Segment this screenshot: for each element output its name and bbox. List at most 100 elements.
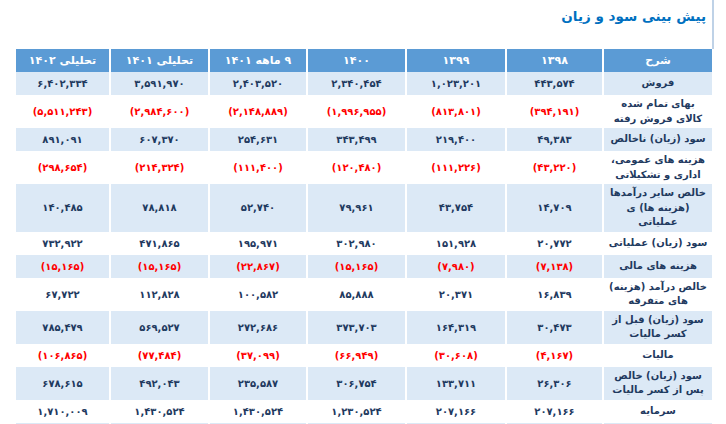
cell-value: (۱۰۶,۸۶۵) bbox=[15, 344, 110, 367]
cell-value: ۴۹,۳۸۳ bbox=[506, 128, 603, 151]
cell-value: ۸۹۱,۰۹۱ bbox=[15, 128, 110, 151]
row-label: فروش bbox=[603, 72, 713, 95]
cell-value: ۶۰۷,۳۷۰ bbox=[110, 128, 209, 151]
row-label: سود (زیان) ناخالص bbox=[603, 128, 713, 151]
cell-value: ۱۱۲,۸۲۸ bbox=[110, 278, 209, 311]
cell-value: ۷۳۲,۹۲۲ bbox=[15, 232, 110, 255]
col-header-9month-1401: ۹ ماهه ۱۴۰۱ bbox=[209, 49, 307, 72]
cell-value: ۱,۰۲۳,۲۰۱ bbox=[406, 72, 506, 95]
table-row: خالص درآمد (هزینه) های متفرقه۱۶,۸۳۹۲۰,۳۷… bbox=[15, 278, 713, 311]
cell-value: (۷,۱۳۸) bbox=[506, 255, 603, 278]
cell-value: ۲۳۵,۵۸۷ bbox=[209, 367, 307, 400]
page-title: پیش بینی سود و زیان bbox=[561, 8, 706, 24]
cell-value: (۱۵,۱۶۵) bbox=[307, 255, 406, 278]
cell-value: ۲۰,۳۷۱ bbox=[406, 278, 506, 311]
cell-value: (۲۹۸,۶۵۴) bbox=[15, 151, 110, 184]
cell-value: ۴۹۲,۰۴۳ bbox=[110, 367, 209, 400]
cell-value: ۷۸,۸۱۸ bbox=[110, 184, 209, 232]
report-page: پیش بینی سود و زیان شرح ۱۳۹۸ ۱۳۹۹ ۱۴۰۰ ۹… bbox=[0, 0, 726, 424]
cell-value: ۴۷۱,۸۶۵ bbox=[110, 232, 209, 255]
cell-value: ۱۴,۷۰۹ bbox=[506, 184, 603, 232]
cell-value: ۱,۴۳۰,۵۲۴ bbox=[209, 400, 307, 423]
cell-value: ۱۵۱,۹۲۸ bbox=[406, 232, 506, 255]
table-row: هزینه های عمومی، اداری و تشکیلاتی(۴۳,۲۲۰… bbox=[15, 151, 713, 184]
table-row: هزینه های مالی(۷,۱۳۸)(۷,۹۸۰)(۱۵,۱۶۵)(۲۲,… bbox=[15, 255, 713, 278]
row-label: بهای تمام شده کالای فروش رفته bbox=[603, 95, 713, 128]
cell-value: (۲,۹۸۴,۶۰۰) bbox=[110, 95, 209, 128]
cell-value: (۸۱۳,۸۰۱) bbox=[406, 95, 506, 128]
cell-value: ۲۷۲,۶۸۶ bbox=[209, 311, 307, 344]
cell-value: (۳۹۴,۱۹۱) bbox=[506, 95, 603, 128]
row-label: سرمایه bbox=[603, 400, 713, 423]
cell-value: (۲۲,۸۶۷) bbox=[209, 255, 307, 278]
col-header-description: شرح bbox=[603, 49, 713, 72]
cell-value: (۱۲۰,۴۸۰) bbox=[307, 151, 406, 184]
cell-value: ۲۰,۷۷۲ bbox=[506, 232, 603, 255]
table-row: فروش۴۴۳,۵۷۴۱,۰۲۳,۲۰۱۲,۳۴۰,۴۵۴۲,۴۰۳,۵۲۰۳,… bbox=[15, 72, 713, 95]
cell-value: (۷۷,۴۸۴) bbox=[110, 344, 209, 367]
col-header-1398: ۱۳۹۸ bbox=[506, 49, 603, 72]
row-label: خالص درآمد (هزینه) های متفرقه bbox=[603, 278, 713, 311]
table-row: سود (زیان) خالص پس از کسر مالیات۲۶,۳۰۶۱۳… bbox=[15, 367, 713, 400]
cell-value: (۲,۱۴۸,۸۸۹) bbox=[209, 95, 307, 128]
cell-value: (۱۱۱,۴۰۰) bbox=[209, 151, 307, 184]
cell-value: (۶۶,۹۴۹) bbox=[307, 344, 406, 367]
cell-value: ۲۰۷,۱۶۶ bbox=[506, 400, 603, 423]
cell-value: (۳۰,۶۰۸) bbox=[406, 344, 506, 367]
cell-value: ۳۰۲,۹۸۰ bbox=[307, 232, 406, 255]
table-row: سرمایه۲۰۷,۱۶۶۲۰۷,۱۶۶۱,۲۳۰,۵۲۴۱,۴۳۰,۵۲۴۱,… bbox=[15, 400, 713, 423]
cell-value: ۳۰۶,۷۵۴ bbox=[307, 367, 406, 400]
cell-value: ۱۹۵,۹۷۱ bbox=[209, 232, 307, 255]
cell-value: ۵۶۹,۵۲۷ bbox=[110, 311, 209, 344]
cell-value: ۶,۴۰۲,۳۳۴ bbox=[15, 72, 110, 95]
table-row: سود (زیان) قبل از کسر مالیات۳۰,۴۷۳۱۶۴,۳۱… bbox=[15, 311, 713, 344]
cell-value: ۴۳,۷۵۴ bbox=[406, 184, 506, 232]
col-header-1400: ۱۴۰۰ bbox=[307, 49, 406, 72]
table-header-row: شرح ۱۳۹۸ ۱۳۹۹ ۱۴۰۰ ۹ ماهه ۱۴۰۱ تحلیلی ۱۴… bbox=[15, 49, 713, 72]
row-label: خالص سایر درآمدها (هزینه ها) ی عملیاتی bbox=[603, 184, 713, 232]
row-label: هزینه های مالی bbox=[603, 255, 713, 278]
cell-value: ۵۲,۷۴۰ bbox=[209, 184, 307, 232]
cell-value: ۳۴۳,۴۹۹ bbox=[307, 128, 406, 151]
cell-value: (۴,۱۶۷) bbox=[506, 344, 603, 367]
table-row: مالیات(۴,۱۶۷)(۳۰,۶۰۸)(۶۶,۹۴۹)(۳۷,۰۹۹)(۷۷… bbox=[15, 344, 713, 367]
table-row: سود (زیان) عملیاتی۲۰,۷۷۲۱۵۱,۹۲۸۳۰۲,۹۸۰۱۹… bbox=[15, 232, 713, 255]
cell-value: ۱۳۳,۷۱۱ bbox=[406, 367, 506, 400]
row-label: سود (زیان) قبل از کسر مالیات bbox=[603, 311, 713, 344]
col-header-analytical-1401: تحلیلی ۱۴۰۱ bbox=[110, 49, 209, 72]
profit-loss-table: شرح ۱۳۹۸ ۱۳۹۹ ۱۴۰۰ ۹ ماهه ۱۴۰۱ تحلیلی ۱۴… bbox=[14, 49, 714, 424]
cell-value: ۲۶,۳۰۶ bbox=[506, 367, 603, 400]
cell-value: ۱,۴۳۰,۵۲۴ bbox=[110, 400, 209, 423]
row-label: سود (زیان) عملیاتی bbox=[603, 232, 713, 255]
cell-value: ۳۰,۴۷۳ bbox=[506, 311, 603, 344]
cell-value: (۴۳,۲۲۰) bbox=[506, 151, 603, 184]
table-row: سود (زیان) ناخالص۴۹,۳۸۳۲۱۹,۴۰۰۳۴۳,۴۹۹۲۵۴… bbox=[15, 128, 713, 151]
cell-value: ۶۷۸,۶۱۵ bbox=[15, 367, 110, 400]
cell-value: (۳۷,۰۹۹) bbox=[209, 344, 307, 367]
cell-value: (۱۵,۱۶۵) bbox=[15, 255, 110, 278]
cell-value: ۳۷۳,۷۰۳ bbox=[307, 311, 406, 344]
row-label: سود (زیان) خالص پس از کسر مالیات bbox=[603, 367, 713, 400]
table-row: بهای تمام شده کالای فروش رفته(۳۹۴,۱۹۱)(۸… bbox=[15, 95, 713, 128]
cell-value: ۸۵,۸۸۸ bbox=[307, 278, 406, 311]
row-label: هزینه های عمومی، اداری و تشکیلاتی bbox=[603, 151, 713, 184]
cell-value: ۲۵۴,۶۳۱ bbox=[209, 128, 307, 151]
cell-value: ۲۰۷,۱۶۶ bbox=[406, 400, 506, 423]
cell-value: (۵,۵۱۱,۲۴۳) bbox=[15, 95, 110, 128]
cell-value: ۲۱۹,۴۰۰ bbox=[406, 128, 506, 151]
cell-value: ۴۴۳,۵۷۴ bbox=[506, 72, 603, 95]
cell-value: ۱,۲۳۰,۵۲۴ bbox=[307, 400, 406, 423]
cell-value: ۱,۷۱۰,۰۰۹ bbox=[15, 400, 110, 423]
cell-value: ۷۹,۹۶۱ bbox=[307, 184, 406, 232]
cell-value: ۱۶۴,۳۱۹ bbox=[406, 311, 506, 344]
cell-value: ۱۴۰,۴۸۵ bbox=[15, 184, 110, 232]
cell-value: (۱۱۱,۲۲۶) bbox=[406, 151, 506, 184]
cell-value: ۶۷,۷۲۲ bbox=[15, 278, 110, 311]
col-header-1399: ۱۳۹۹ bbox=[406, 49, 506, 72]
col-header-analytical-1402: تحلیلی ۱۴۰۲ bbox=[15, 49, 110, 72]
cell-value: (۱,۹۹۶,۹۵۵) bbox=[307, 95, 406, 128]
cell-value: ۳,۵۹۱,۹۷۰ bbox=[110, 72, 209, 95]
cell-value: ۱۰۰,۵۸۲ bbox=[209, 278, 307, 311]
cell-value: ۲,۳۴۰,۴۵۴ bbox=[307, 72, 406, 95]
cell-value: ۱۶,۸۳۹ bbox=[506, 278, 603, 311]
